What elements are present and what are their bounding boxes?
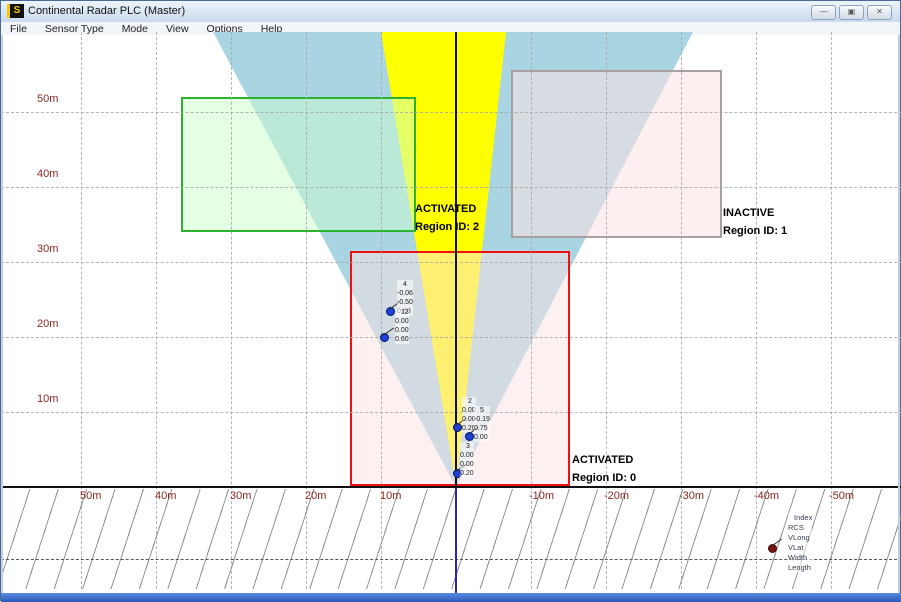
region-rect-inactive-1 bbox=[511, 70, 722, 238]
grid-hline bbox=[1, 187, 901, 188]
region-rect-green bbox=[181, 97, 416, 232]
window-controls: — ▣ ✕ bbox=[811, 5, 892, 20]
grid-hline bbox=[1, 412, 901, 413]
app-icon: S bbox=[7, 4, 24, 18]
boresight-line bbox=[455, 32, 457, 486]
y-axis-label: 30m bbox=[37, 243, 59, 255]
boresight-line-lower bbox=[455, 488, 457, 593]
target-label: 5 -0.19 0.75 0.00 bbox=[474, 406, 490, 442]
y-axis-label: 20m bbox=[37, 318, 59, 330]
x-axis-label: -10m bbox=[529, 490, 555, 502]
grid-vline bbox=[756, 32, 757, 589]
target-label: 12 0.00 0.00 0.60 bbox=[395, 308, 409, 344]
x-axis-label: 50m bbox=[80, 490, 102, 502]
target-label: Index RCS VLong VLat Width Length bbox=[788, 513, 813, 573]
target-label: 2 0.00 0.00 0.20 bbox=[462, 397, 476, 433]
menu-view[interactable]: View bbox=[165, 22, 189, 35]
y-axis-label: 10m bbox=[37, 393, 59, 405]
grid-vline bbox=[381, 32, 382, 589]
menu-options[interactable]: Options bbox=[206, 22, 243, 35]
x-axis-label: 20m bbox=[305, 490, 327, 502]
menu-help[interactable]: Help bbox=[260, 22, 283, 35]
menu-file[interactable]: File bbox=[10, 22, 27, 35]
close-button[interactable]: ✕ bbox=[867, 5, 892, 20]
menu-mode[interactable]: Mode bbox=[121, 22, 148, 35]
ground-hatch-area bbox=[1, 489, 901, 589]
zero-baseline bbox=[1, 486, 901, 488]
grid-hline bbox=[1, 262, 901, 263]
minimize-button[interactable]: — bbox=[811, 5, 836, 20]
lower-dashed-line bbox=[1, 559, 901, 560]
title-bar[interactable]: S Continental Radar PLC (Master) — ▣ ✕ bbox=[1, 1, 900, 23]
window-border-right bbox=[898, 35, 900, 593]
x-axis-label: 40m bbox=[155, 490, 177, 502]
grid-vline bbox=[531, 32, 532, 589]
grid-vline bbox=[606, 32, 607, 589]
window-border-left bbox=[1, 35, 3, 593]
x-axis-label: -40m bbox=[754, 490, 780, 502]
region-status-label: ACTIVATED Region ID: 0 bbox=[572, 454, 637, 484]
window-border-bottom bbox=[1, 593, 901, 602]
grid-hline bbox=[1, 112, 901, 113]
grid-vline bbox=[681, 32, 682, 589]
grid-vline bbox=[156, 32, 157, 589]
region-status-label: INACTIVE Region ID: 1 bbox=[723, 207, 788, 237]
grid-vline bbox=[831, 32, 832, 589]
target-label: 3 0.00 0.00 0.20 bbox=[460, 442, 474, 478]
grid-hline bbox=[1, 337, 901, 338]
x-axis-label: 10m bbox=[380, 490, 402, 502]
menu-sensor-type[interactable]: Sensor Type bbox=[44, 22, 104, 35]
x-axis-label: -30m bbox=[679, 490, 705, 502]
window-title: Continental Radar PLC (Master) bbox=[28, 5, 186, 17]
maximize-button[interactable]: ▣ bbox=[839, 5, 864, 20]
x-axis-label: -50m bbox=[829, 490, 855, 502]
grid-vline bbox=[306, 32, 307, 589]
grid-vline bbox=[231, 32, 232, 589]
y-axis-label: 40m bbox=[37, 168, 59, 180]
y-axis-label: 50m bbox=[37, 93, 59, 105]
grid-vline bbox=[81, 32, 82, 589]
x-axis-label: 30m bbox=[230, 490, 252, 502]
x-axis-label: -20m bbox=[604, 490, 630, 502]
region-status-label: ACTIVATED Region ID: 2 bbox=[415, 203, 480, 233]
